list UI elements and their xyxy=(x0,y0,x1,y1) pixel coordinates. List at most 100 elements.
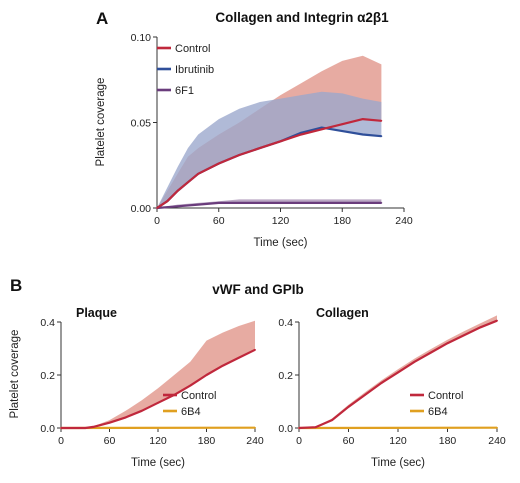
data-point xyxy=(108,421,111,424)
legend-label: Control xyxy=(428,390,463,402)
chart-b-collagen: Collagen 0 60 120 180 240 0.0 0.2 0.4 Time (sec) C… xyxy=(278,306,506,469)
series-line-control xyxy=(298,319,498,430)
data-point xyxy=(413,360,416,363)
y-tick-label: 0.0 xyxy=(278,423,293,435)
data-point xyxy=(364,393,366,396)
x-tick-label: 60 xyxy=(343,435,355,447)
y-tick-label: 0.4 xyxy=(40,317,55,329)
data-point xyxy=(479,326,482,329)
data-point xyxy=(92,426,95,428)
x-tick-label: 60 xyxy=(213,215,225,227)
data-point xyxy=(279,201,282,204)
x-tick-label: 120 xyxy=(272,215,290,227)
data-point xyxy=(331,419,333,421)
y-axis-label: Platelet coverage xyxy=(9,330,21,419)
data-point xyxy=(380,382,383,384)
y-tick-label: 0.2 xyxy=(40,370,55,382)
x-tick-label: 120 xyxy=(149,435,167,447)
legend-label: 6B4 xyxy=(428,406,448,418)
legend: Control 6B4 xyxy=(163,390,216,418)
x-tick-label: 240 xyxy=(246,435,264,447)
data-point xyxy=(217,201,220,204)
legend-label: 6B4 xyxy=(181,406,201,418)
data-point xyxy=(341,123,344,126)
chart-a: Collagen and Integrin α2β1 0 60 120 180 240 0.… xyxy=(95,10,413,249)
legend-label: Control xyxy=(181,390,216,402)
panel-b-label: B xyxy=(10,276,22,295)
data-point xyxy=(314,426,317,429)
x-tick-label: 180 xyxy=(439,435,457,447)
y-tick-label: 0.10 xyxy=(131,32,152,44)
data-point xyxy=(189,384,192,387)
data-point xyxy=(237,356,240,359)
x-tick-label: 180 xyxy=(333,215,351,227)
data-point xyxy=(166,200,169,203)
data-point xyxy=(186,181,189,184)
y-tick-label: 0.05 xyxy=(131,118,152,130)
data-point xyxy=(259,201,261,204)
x-tick-label: 60 xyxy=(104,435,116,447)
sem-band-ibrutinib xyxy=(157,91,382,208)
x-tick-label: 0 xyxy=(58,435,64,447)
legend: Control Ibrutinib 6F1 xyxy=(157,43,214,97)
x-axis-label: Time (sec) xyxy=(254,237,308,249)
data-point xyxy=(254,426,256,429)
data-point xyxy=(430,351,432,354)
sem-band-6f1 xyxy=(157,199,382,208)
y-tick-label: 0.2 xyxy=(278,370,293,382)
legend-label: 6F1 xyxy=(175,85,194,97)
data-point xyxy=(361,133,364,136)
data-point xyxy=(446,342,449,345)
data-point xyxy=(221,364,224,367)
x-tick-label: 240 xyxy=(488,435,506,447)
data-point xyxy=(397,371,399,374)
chart-title: Collagen xyxy=(316,306,369,320)
data-point xyxy=(254,348,256,351)
data-point xyxy=(300,131,302,134)
y-axis-label: Platelet coverage xyxy=(95,78,107,167)
series-line-control xyxy=(156,117,382,209)
data-point xyxy=(176,205,179,208)
data-point xyxy=(197,172,200,175)
x-tick-label: 0 xyxy=(154,215,160,227)
x-tick-label: 120 xyxy=(389,435,407,447)
y-tick-label: 0.00 xyxy=(131,203,152,215)
legend-label: Control xyxy=(175,43,210,55)
data-point xyxy=(361,118,364,120)
chart-title: Collagen and Integrin α2β1 xyxy=(215,10,389,25)
x-axis-label: Time (sec) xyxy=(371,457,425,469)
data-point xyxy=(84,427,87,429)
data-point xyxy=(279,140,282,143)
sem-band-control xyxy=(61,320,255,428)
data-point xyxy=(496,319,498,322)
data-point xyxy=(157,401,159,404)
data-point xyxy=(238,201,241,204)
data-point xyxy=(60,427,62,429)
x-axis-label: Time (sec) xyxy=(131,457,185,469)
data-point xyxy=(300,201,302,204)
data-point xyxy=(380,135,383,138)
data-point xyxy=(496,426,498,429)
panel-a-label: A xyxy=(96,9,108,28)
data-point xyxy=(380,119,383,122)
legend: Control 6B4 xyxy=(410,390,463,418)
data-point xyxy=(347,405,350,408)
chart-title: Plaque xyxy=(76,306,117,320)
data-point xyxy=(140,409,143,412)
y-tick-label: 0.0 xyxy=(40,423,55,435)
data-point xyxy=(298,427,300,429)
data-point xyxy=(320,201,323,204)
data-point xyxy=(341,130,344,132)
x-tick-label: 180 xyxy=(198,435,216,447)
data-point xyxy=(156,207,158,209)
x-tick-label: 0 xyxy=(296,435,302,447)
data-point xyxy=(380,201,383,204)
x-tick-label: 240 xyxy=(395,215,413,227)
data-point xyxy=(341,201,344,204)
data-point xyxy=(259,147,261,150)
data-point xyxy=(205,374,208,376)
data-point xyxy=(176,190,179,192)
data-point xyxy=(238,154,241,156)
data-point xyxy=(320,128,323,131)
